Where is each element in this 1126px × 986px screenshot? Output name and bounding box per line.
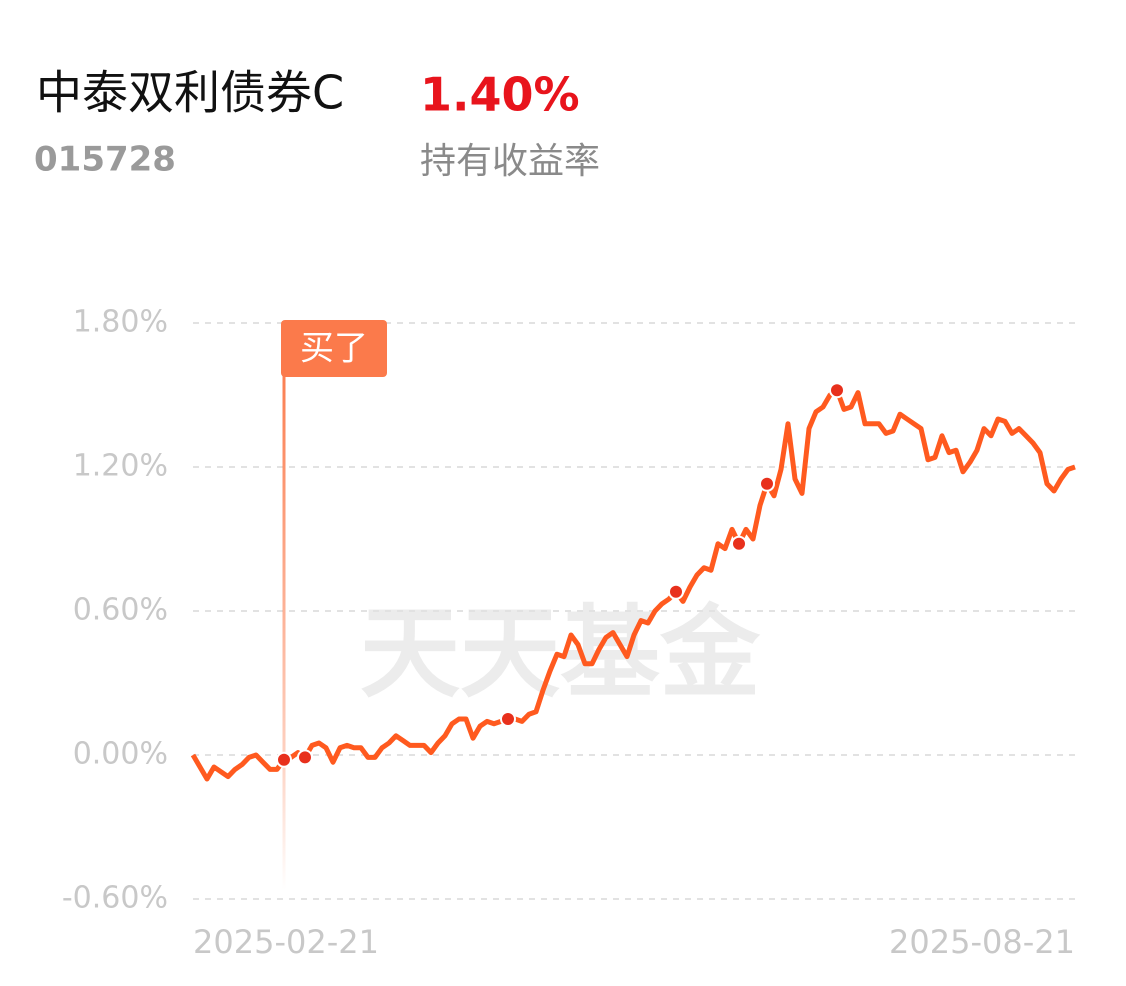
trade-dot [500, 711, 516, 727]
trade-dot [829, 382, 845, 399]
buy-tag [281, 320, 387, 377]
trade-dot [759, 475, 775, 492]
x-tick-label: 2025-02-21 [193, 923, 379, 961]
y-tick-label: 1.80% [73, 305, 168, 340]
buy-line [282, 350, 286, 890]
buy-tag-text: 买了 [300, 329, 368, 369]
y-tick-label: 1.20% [73, 449, 168, 484]
y-tick-label: 0.00% [73, 737, 168, 772]
trade-dot [731, 535, 747, 552]
x-tick-label: 2025-08-21 [889, 923, 1075, 961]
return-label: 持有收益率 [420, 141, 600, 182]
line [190, 387, 1076, 782]
return-value: 1.40% [420, 68, 580, 122]
trade-dot [668, 583, 684, 600]
y-tick-label: 0.60% [73, 593, 168, 628]
trade-dot [297, 749, 313, 766]
fund-name: 中泰双利债券C [36, 66, 344, 120]
fund-code: 015728 [34, 140, 176, 180]
trade-dot [276, 751, 292, 768]
y-tick-label: -0.60% [62, 881, 168, 916]
